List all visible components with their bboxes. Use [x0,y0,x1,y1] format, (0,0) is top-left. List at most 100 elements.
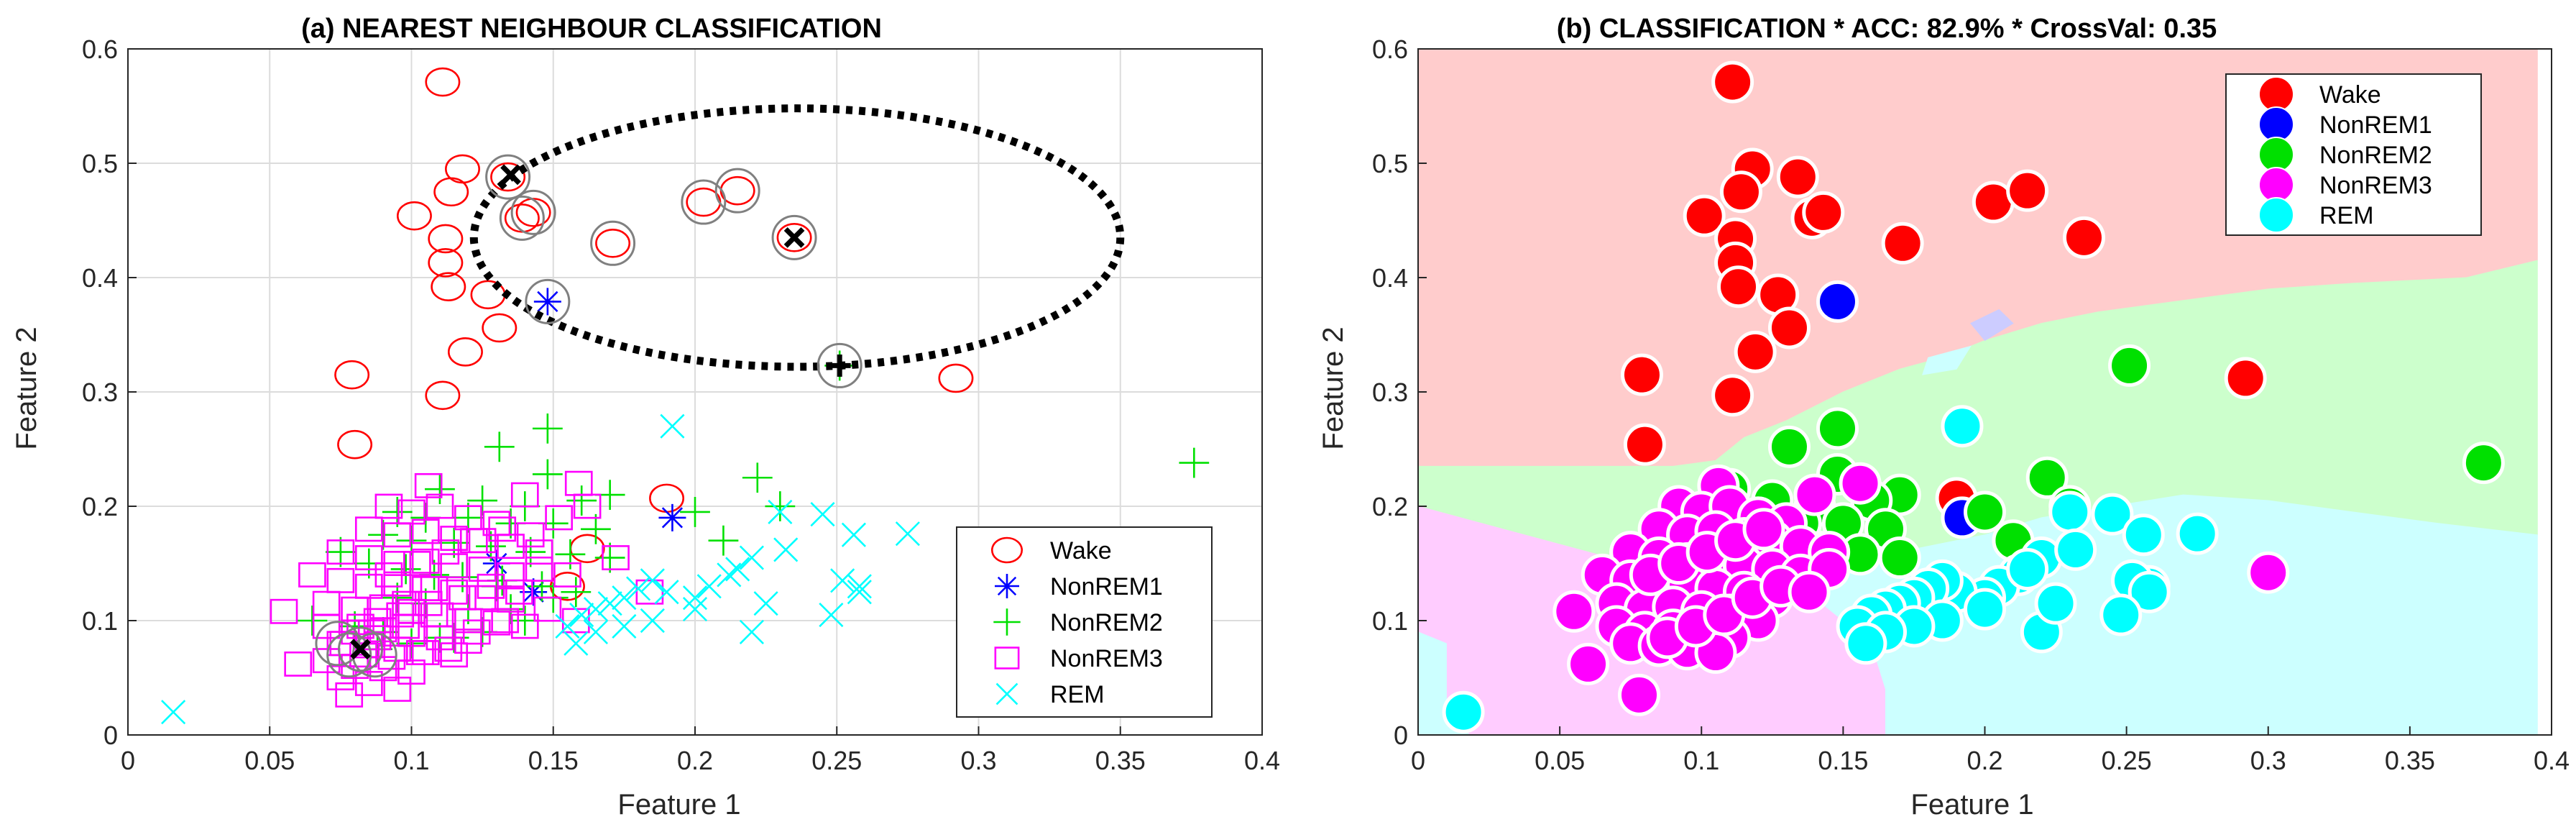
a-point-nonrem3-47 [454,629,482,654]
b-point-nonrem2-0 [2108,344,2151,387]
a-point-nonrem3-20 [468,556,497,582]
a-y-tick-label-1: 0.1 [82,606,118,636]
b-point-wake-18 [1711,374,1754,417]
a-point-wake-17 [334,360,370,390]
a-point-nonrem2-2 [484,431,515,462]
a-point-nonrem3-78 [602,545,630,571]
a-point-nonrem3-16 [354,545,383,571]
a-point-wake-0 [425,67,461,97]
a-y-tick-label-4: 0.4 [82,263,118,293]
b-point-wake-20 [2224,357,2267,400]
a-point-nonrem3-32 [270,598,298,624]
b-point-nonrem3-0 [2247,551,2290,594]
a-y-tick-label-3: 0.3 [82,378,118,407]
b-point-nonrem2-3 [1816,407,1859,450]
a-point-rem-25 [725,557,750,582]
a-point-nonrem2-23 [476,531,506,562]
a-y-tick-label-0: 0 [104,721,118,750]
a-x-tick-label-7: 0.35 [1095,746,1146,775]
panel-a-x-axis-label: Feature 1 [617,789,740,821]
a-point-rem-3 [810,502,835,527]
a-point-nonrem3-70 [374,562,403,588]
a-point-nonrem2-21 [396,525,427,556]
a-legend-label-nonrem3: NonREM3 [1050,645,1163,672]
panel-a-y-ticks: 0 0.1 0.2 0.3 0.4 0.5 0.6 [82,35,137,750]
a-point-nonrem3-53 [312,648,341,674]
b-x-tick-label-1: 0.05 [1535,746,1585,775]
a-point-nonrem3-91 [386,602,415,628]
a-point-nonrem3-60 [335,682,364,708]
b-y-tick-label-6: 0.6 [1372,35,1408,64]
a-point-nonrem3-5 [426,493,454,519]
a-point-rem-0 [161,700,186,725]
panel-b-title: (b) CLASSIFICATION * ACC: 82.9% * CrossV… [1557,14,2217,44]
b-legend-marker-nonrem2 [2258,137,2294,173]
a-point-nonrem3-7 [482,511,511,536]
a-point-nonrem1-1 [658,503,686,531]
a-x-tick-label-4: 0.2 [677,746,713,775]
b-point-nonrem1-0 [1816,280,1859,323]
a-legend-label-wake: Wake [1050,537,1112,565]
b-point-rem-30 [1844,622,1887,665]
b-point-nonrem2-7 [1964,490,2006,534]
a-point-rem-7 [773,537,799,562]
a-legend-marker-nonrem1 [995,574,1019,598]
b-point-rem-26 [1964,588,2006,631]
a-neighbour-ring-12 [315,621,361,667]
a-point-nonrem3-41 [284,651,313,677]
a-query-point-0 [783,227,805,248]
a-point-nonrem3-11 [440,526,469,551]
a-point-nonrem3-90 [357,619,386,645]
a-point-nonrem3-45 [397,621,426,647]
a-neighbour-ring-3 [590,220,636,266]
a-point-rem-14 [626,576,651,601]
a-point-rem-4 [841,522,866,547]
a-point-nonrem3-31 [497,587,525,613]
a-point-wake-18 [425,380,461,411]
panel-b-x-axis-label: Feature 1 [1910,789,2033,821]
a-point-wake-3 [433,177,469,207]
a-point-nonrem1-2 [482,549,510,577]
b-point-nonrem2-4 [2025,456,2069,499]
a-point-nonrem2-4 [742,462,773,493]
b-y-tick-label-0: 0 [1394,721,1408,750]
a-neighbour-ring-10 [326,632,372,678]
a-point-rem-20 [739,619,764,644]
a-point-nonrem2-11 [425,474,455,505]
b-point-nonrem3-48 [1618,673,1661,716]
a-point-nonrem2-3 [532,413,563,444]
a-neighbour-ring-7 [525,278,571,324]
b-y-tick-label-2: 0.2 [1372,492,1408,521]
a-point-nonrem3-64 [448,585,477,611]
b-point-rem-7 [2054,528,2097,571]
panel-a-title: (a) NEAREST NEIGHBOUR CLASSIFICATION [301,14,882,44]
a-point-nonrem3-42 [312,613,341,639]
b-point-nonrem2-26 [1878,536,1921,580]
b-point-rem-4 [2122,513,2165,557]
b-point-nonrem2-2 [1767,425,1811,468]
a-legend-marker-nonrem3 [994,646,1020,670]
a-point-nonrem3-74 [488,516,517,542]
b-y-tick-label-3: 0.3 [1372,378,1408,407]
a-point-nonrem3-22 [525,556,553,582]
a-neighbour-ring-4 [681,179,727,225]
b-point-wake-19 [1623,423,1666,466]
a-point-nonrem2-5 [532,459,563,490]
b-point-rem-25 [2006,547,2049,590]
a-point-nonrem3-87 [462,619,491,645]
a-point-rem-1 [660,414,685,439]
b-point-wake-5 [1802,191,1845,234]
a-x-tick-label-2: 0.1 [393,746,429,775]
a-point-nonrem2-8 [708,525,739,556]
a-point-nonrem3-24 [298,562,326,588]
a-point-rem-27 [640,608,665,634]
b-point-wake-16 [1734,330,1777,373]
b-x-tick-label-2: 0.1 [1683,746,1719,775]
a-point-nonrem3-66 [505,579,533,605]
a-point-nonrem3-8 [354,516,383,542]
a-point-nonrem3-27 [383,571,412,597]
b-y-tick-label-5: 0.5 [1372,149,1408,178]
a-point-nonrem3-10 [411,518,440,544]
a-neighbour-ring-6 [771,214,817,260]
a-point-nonrem1-3 [520,578,548,606]
